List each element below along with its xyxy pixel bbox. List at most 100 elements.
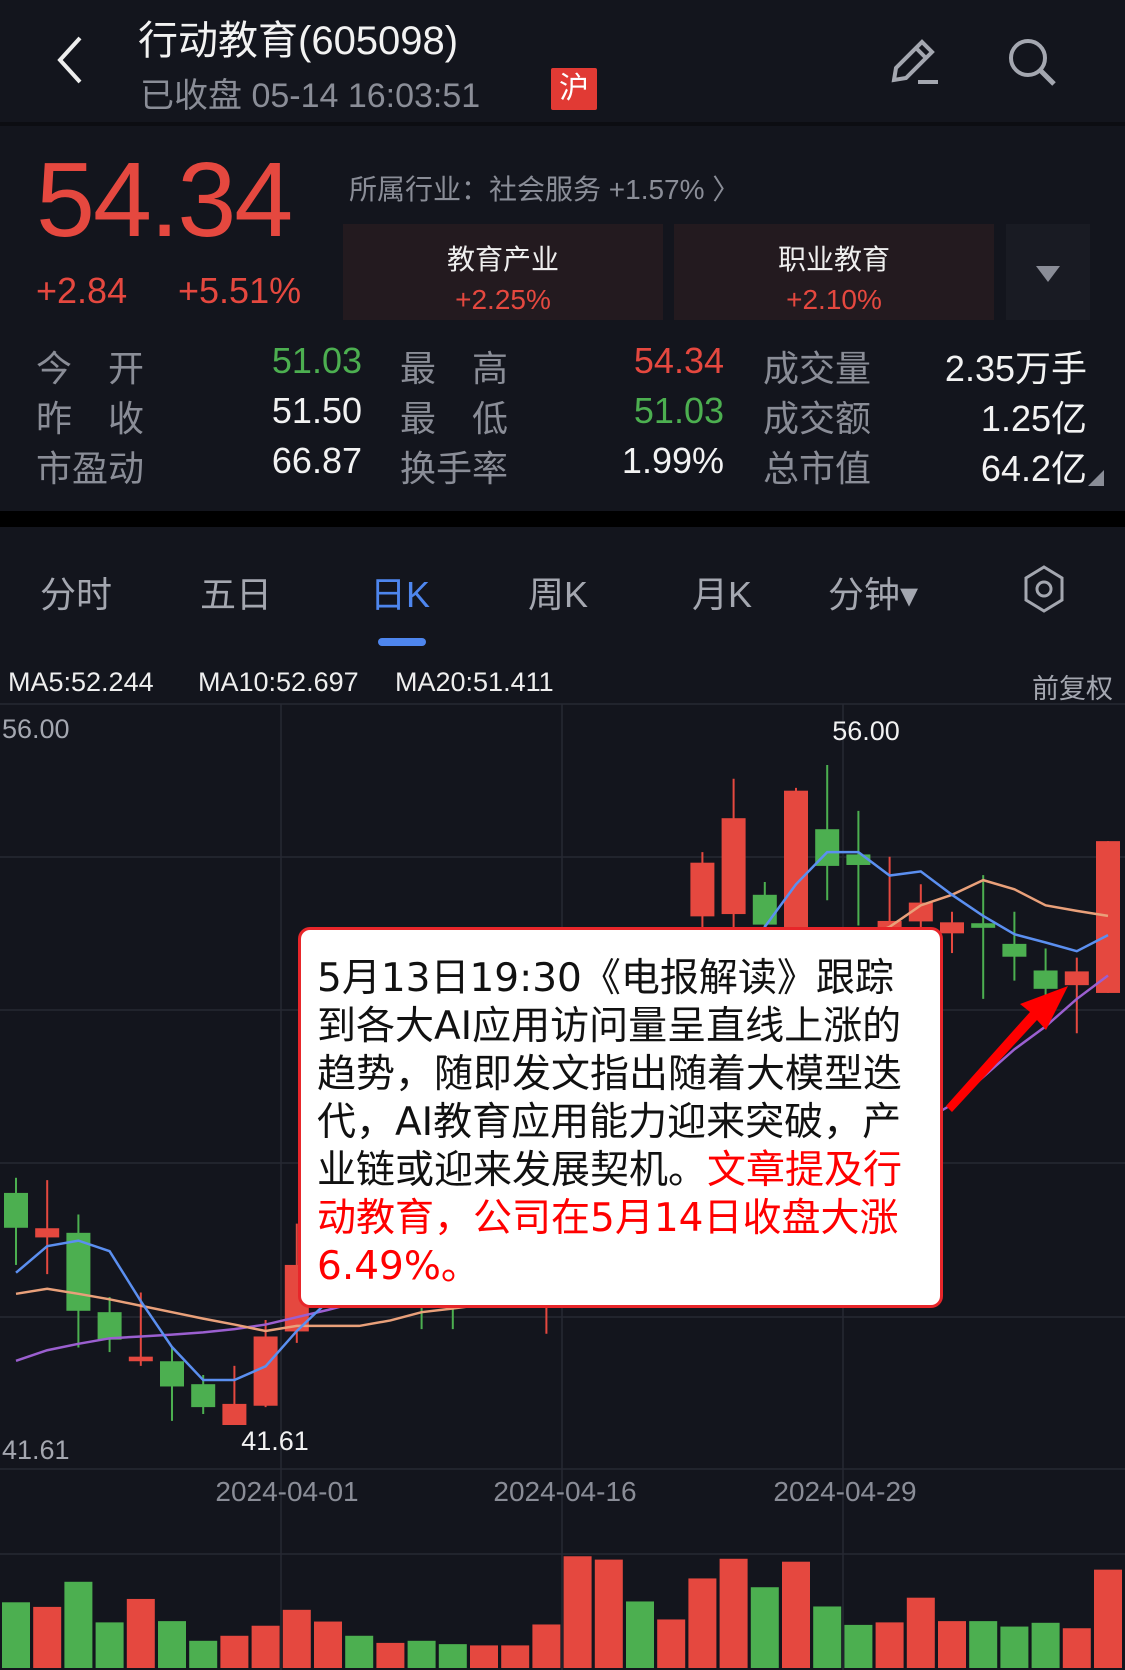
candle-body xyxy=(191,1384,216,1408)
volume-bar xyxy=(251,1625,280,1668)
callout-highlight: 文章提及行动教育，公司在5月14日收盘大涨6.49%。 xyxy=(317,1147,903,1289)
stat-label: 成交量 xyxy=(763,348,872,389)
stat-label: 市盈动 xyxy=(36,448,145,489)
volume-bar xyxy=(844,1624,873,1668)
volume-bar xyxy=(158,1621,186,1668)
x-tick-label: 2024-04-29 xyxy=(773,1476,916,1507)
volume-bar xyxy=(438,1644,467,1668)
candle-body xyxy=(1064,971,1089,986)
volume-bar xyxy=(1031,1622,1060,1668)
stat-label: 总市值 xyxy=(763,448,872,489)
stat-label: 最 低 xyxy=(400,398,509,439)
ma5-legend: MA5:52.244 xyxy=(8,667,154,697)
stat-value: 54.34 xyxy=(633,340,724,381)
adjust-mode-button[interactable]: 前复权 xyxy=(1032,674,1113,704)
stat-value: 51.03 xyxy=(271,340,362,381)
volume-bar xyxy=(719,1558,748,1668)
candle-body xyxy=(940,922,964,934)
tab-4[interactable]: 月K xyxy=(692,574,753,615)
volume-bar xyxy=(95,1622,124,1668)
volume-bar xyxy=(782,1561,810,1668)
settings-icon[interactable] xyxy=(1022,564,1066,614)
concept-pct: +2.25% xyxy=(455,284,551,315)
concept-card[interactable]: 职业教育 +2.10% xyxy=(674,224,994,320)
volume-bar xyxy=(594,1559,623,1668)
volume-bar xyxy=(906,1597,935,1668)
annotation-callout: 5月13日19:30《电报解读》跟踪到各大AI应用访问量呈直线上涨的趋势，随即发… xyxy=(298,927,943,1308)
candle-body xyxy=(66,1232,91,1311)
chevron-left-icon[interactable] xyxy=(52,30,92,90)
stat-label: 昨 收 xyxy=(36,398,145,439)
stat-value: 2.35万手 xyxy=(944,348,1087,389)
search-icon[interactable] xyxy=(1002,32,1062,92)
y-axis-max-label: 56.00 xyxy=(2,714,70,744)
volume-bar xyxy=(220,1635,249,1668)
candle-body xyxy=(971,923,996,928)
ma20-legend: MA20:51.411 xyxy=(395,667,554,697)
volume-bar xyxy=(314,1621,342,1668)
pencil-icon[interactable] xyxy=(886,32,946,92)
volume-bar xyxy=(33,1606,62,1668)
candle-body xyxy=(160,1361,184,1387)
x-tick-label: 2024-04-01 xyxy=(215,1476,358,1507)
concept-card[interactable]: 教育产业 +2.25% xyxy=(343,224,663,320)
volume-bar xyxy=(563,1556,592,1668)
volume-bar xyxy=(532,1624,561,1668)
concept-pct: +2.10% xyxy=(786,284,882,315)
tab-0[interactable]: 分时 xyxy=(40,574,113,615)
volume-bar xyxy=(1000,1626,1029,1668)
callout-text: 5月13日19:30《电报解读》跟踪到各大AI应用访问量呈直线上涨的趋势，随即发… xyxy=(317,955,903,1193)
candle-body xyxy=(846,854,871,865)
stat-value: 51.50 xyxy=(271,390,362,431)
stat-label: 今 开 xyxy=(36,348,145,389)
volume-bar xyxy=(1094,1569,1122,1668)
price-change: +2.84 xyxy=(36,270,128,311)
volume-bar xyxy=(875,1622,904,1668)
volume-bar xyxy=(626,1601,654,1668)
candle-body xyxy=(908,902,933,922)
x-tick-label: 2024-04-16 xyxy=(493,1476,636,1507)
volume-bar xyxy=(813,1606,842,1668)
candle-body xyxy=(1096,841,1120,993)
candle-body xyxy=(128,1356,153,1362)
industry-link[interactable]: 所属行业：社会服务 +1.57% 〉 xyxy=(349,174,741,205)
ma10-legend: MA10:52.697 xyxy=(198,667,359,697)
candle-body xyxy=(752,894,777,925)
stat-label: 成交额 xyxy=(763,398,872,439)
price-change-pct: +5.51% xyxy=(178,270,302,311)
high-annotation: 56.00 xyxy=(832,716,900,746)
volume-bar xyxy=(376,1642,405,1668)
volume-bar xyxy=(501,1645,530,1668)
candle-body xyxy=(97,1312,122,1340)
candle-body xyxy=(721,818,746,915)
stat-value: 1.99% xyxy=(621,440,724,481)
volume-bar xyxy=(345,1635,374,1668)
volume-bar xyxy=(282,1609,311,1668)
stat-label: 换手率 xyxy=(400,448,509,489)
stat-label: 最 高 xyxy=(400,348,509,389)
stat-value: 51.03 xyxy=(633,390,724,431)
market-status: 已收盘 05-14 16:03:51 xyxy=(140,77,481,115)
tab-2[interactable]: 日K xyxy=(370,574,431,615)
candle-body xyxy=(4,1192,28,1228)
volume-bars xyxy=(2,1556,1122,1668)
volume-bar xyxy=(126,1598,155,1668)
tab-1[interactable]: 五日 xyxy=(200,574,273,615)
concept-name: 职业教育 xyxy=(777,244,890,275)
active-tab-indicator xyxy=(378,638,426,646)
volume-bar xyxy=(470,1645,498,1668)
expand-corner-icon[interactable] xyxy=(1088,470,1104,486)
concepts-expand-button[interactable] xyxy=(1006,224,1090,320)
volume-bar xyxy=(1062,1628,1091,1668)
tab-5[interactable]: 分钟▾ xyxy=(828,574,919,615)
stat-value: 1.25亿 xyxy=(980,398,1087,439)
candle-body xyxy=(35,1228,60,1238)
exchange-badge: 沪 xyxy=(551,68,597,110)
candle-body xyxy=(690,862,715,917)
stock-title: 行动教育(605098) xyxy=(138,19,459,63)
volume-bar xyxy=(750,1587,779,1668)
tab-3[interactable]: 周K xyxy=(528,574,589,615)
volume-bar xyxy=(657,1619,686,1668)
